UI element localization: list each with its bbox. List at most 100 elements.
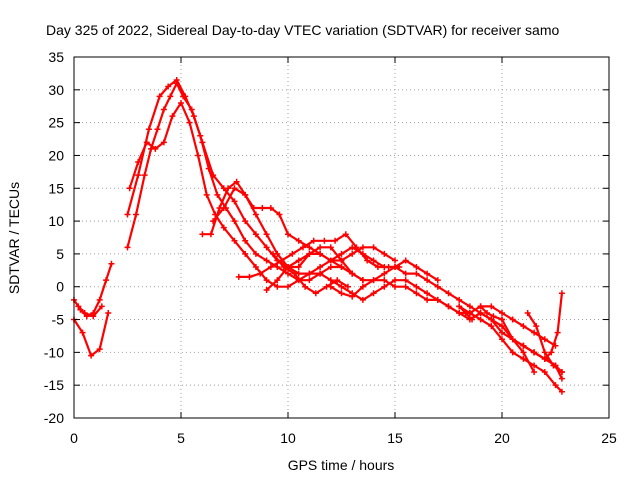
data-point [135, 172, 142, 179]
data-point [327, 264, 334, 271]
data-point [338, 250, 345, 257]
data-point [349, 270, 356, 277]
data-point [359, 296, 366, 303]
data-point [392, 277, 398, 284]
data-point [327, 277, 334, 284]
data-point [424, 290, 431, 297]
data-point [524, 309, 531, 316]
data-point [231, 218, 238, 225]
data-point [484, 309, 491, 316]
data-point [231, 237, 238, 244]
data-point [424, 270, 431, 277]
data-point [402, 277, 409, 284]
data-point [558, 369, 565, 376]
data-point [182, 93, 189, 100]
data-point [295, 264, 302, 271]
data-point [499, 323, 505, 330]
data-point [381, 250, 388, 257]
data-point [263, 287, 270, 294]
series-line [526, 311, 564, 374]
data-point [548, 349, 555, 356]
data-point [306, 244, 313, 251]
y-tick-label: 15 [48, 180, 64, 196]
series-line [126, 78, 564, 374]
data-point [317, 264, 324, 271]
data-point [338, 257, 345, 264]
data-point [289, 250, 296, 257]
data-point [156, 93, 163, 100]
data-point [299, 244, 306, 251]
series-s2 [71, 309, 112, 359]
series-line [77, 305, 103, 318]
data-point [152, 145, 159, 152]
data-point [554, 329, 561, 336]
series-s4 [124, 80, 565, 395]
data-point [424, 296, 431, 303]
data-point [552, 382, 559, 389]
series-s12 [327, 257, 441, 300]
axis-ticks: -20 -15 -10 -5 0 5 10 15 20 25 30 35 0 5 10 15 20 25 [44, 49, 617, 446]
data-point [462, 309, 469, 316]
data-point [306, 270, 313, 277]
series-s13 [456, 303, 559, 349]
data-point [225, 185, 232, 192]
series-line [479, 305, 504, 321]
data-point [199, 139, 206, 146]
data-point [252, 231, 259, 238]
data-point [306, 277, 313, 284]
data-point [190, 113, 197, 120]
data-point [499, 336, 505, 343]
data-point [509, 349, 516, 356]
data-point [359, 244, 366, 251]
data-point [364, 257, 371, 264]
data-point [477, 309, 484, 316]
data-point [342, 231, 349, 238]
data-point [317, 250, 324, 257]
data-point [173, 76, 180, 83]
data-point [135, 159, 142, 166]
data-point [124, 244, 131, 251]
data-point [402, 283, 409, 290]
data-point [327, 283, 334, 290]
data-point [270, 250, 277, 257]
data-series [71, 76, 565, 395]
data-point [402, 270, 409, 277]
data-point [381, 277, 388, 284]
data-point [274, 283, 281, 290]
data-point [327, 257, 334, 264]
x-tick-label: 20 [494, 430, 510, 446]
data-point [242, 191, 249, 198]
data-point [195, 152, 202, 159]
data-point [88, 352, 95, 359]
data-point [96, 296, 103, 303]
data-point [370, 277, 377, 284]
data-point [295, 237, 302, 244]
data-point [541, 355, 548, 362]
data-point [531, 349, 538, 356]
data-point [210, 172, 217, 179]
data-point [233, 178, 240, 185]
data-point [267, 204, 274, 211]
data-point [338, 264, 345, 271]
data-point [295, 257, 302, 264]
data-point [252, 211, 259, 218]
data-point [520, 323, 527, 330]
data-point [456, 309, 463, 316]
data-point [531, 329, 538, 336]
data-point [165, 83, 172, 90]
data-point [353, 244, 360, 251]
data-point [392, 264, 398, 271]
data-point [154, 126, 161, 133]
data-point [276, 211, 283, 218]
series-line [128, 101, 564, 380]
data-point [280, 264, 287, 271]
data-point [381, 283, 388, 290]
y-axis-title: SDTVAR / TECUs [6, 182, 22, 294]
series-s18 [524, 309, 565, 376]
data-point [79, 329, 86, 336]
data-point [246, 273, 253, 280]
data-point [81, 309, 88, 316]
data-point [402, 257, 409, 264]
data-point [456, 296, 463, 303]
data-point [312, 290, 319, 297]
